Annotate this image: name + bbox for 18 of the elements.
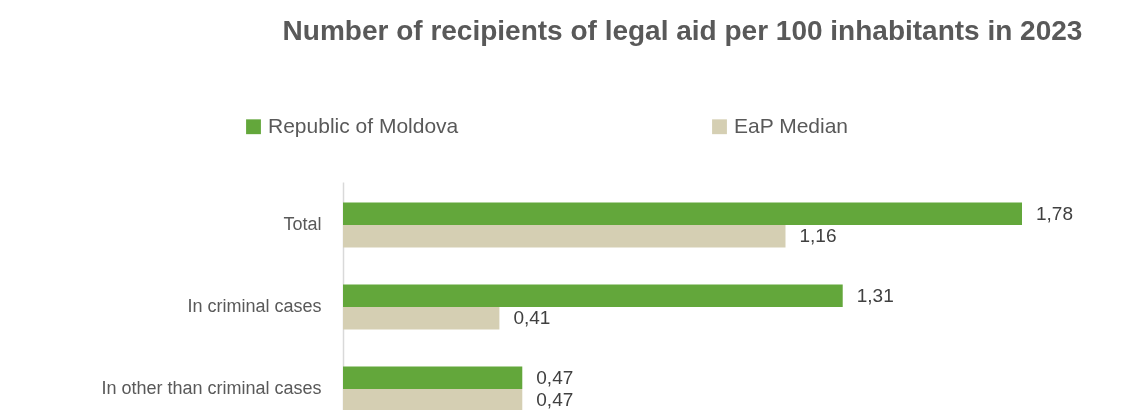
data-label: 1,16 bbox=[799, 225, 837, 247]
data-label: 1,31 bbox=[856, 284, 894, 306]
y-tick-label: In other than criminal cases bbox=[101, 377, 322, 398]
chart-title: Number of recipients of legal aid per 100 inhabitants in 2023 bbox=[282, 15, 1083, 46]
y-tick-label: In criminal cases bbox=[187, 296, 322, 316]
legend-label: EaP Median bbox=[734, 113, 849, 137]
bar bbox=[343, 307, 500, 330]
bar bbox=[343, 388, 523, 410]
bar bbox=[343, 225, 786, 248]
data-label: 1,78 bbox=[1036, 202, 1073, 224]
data-label: 0,47 bbox=[536, 366, 574, 388]
bar bbox=[343, 366, 523, 389]
y-tick-label: Total bbox=[283, 214, 322, 235]
bar bbox=[343, 284, 843, 307]
data-label: 0,41 bbox=[513, 307, 551, 329]
data-label: 0,47 bbox=[536, 389, 574, 410]
bar bbox=[343, 202, 1022, 226]
legend-label: Republic of Moldova bbox=[268, 113, 459, 137]
